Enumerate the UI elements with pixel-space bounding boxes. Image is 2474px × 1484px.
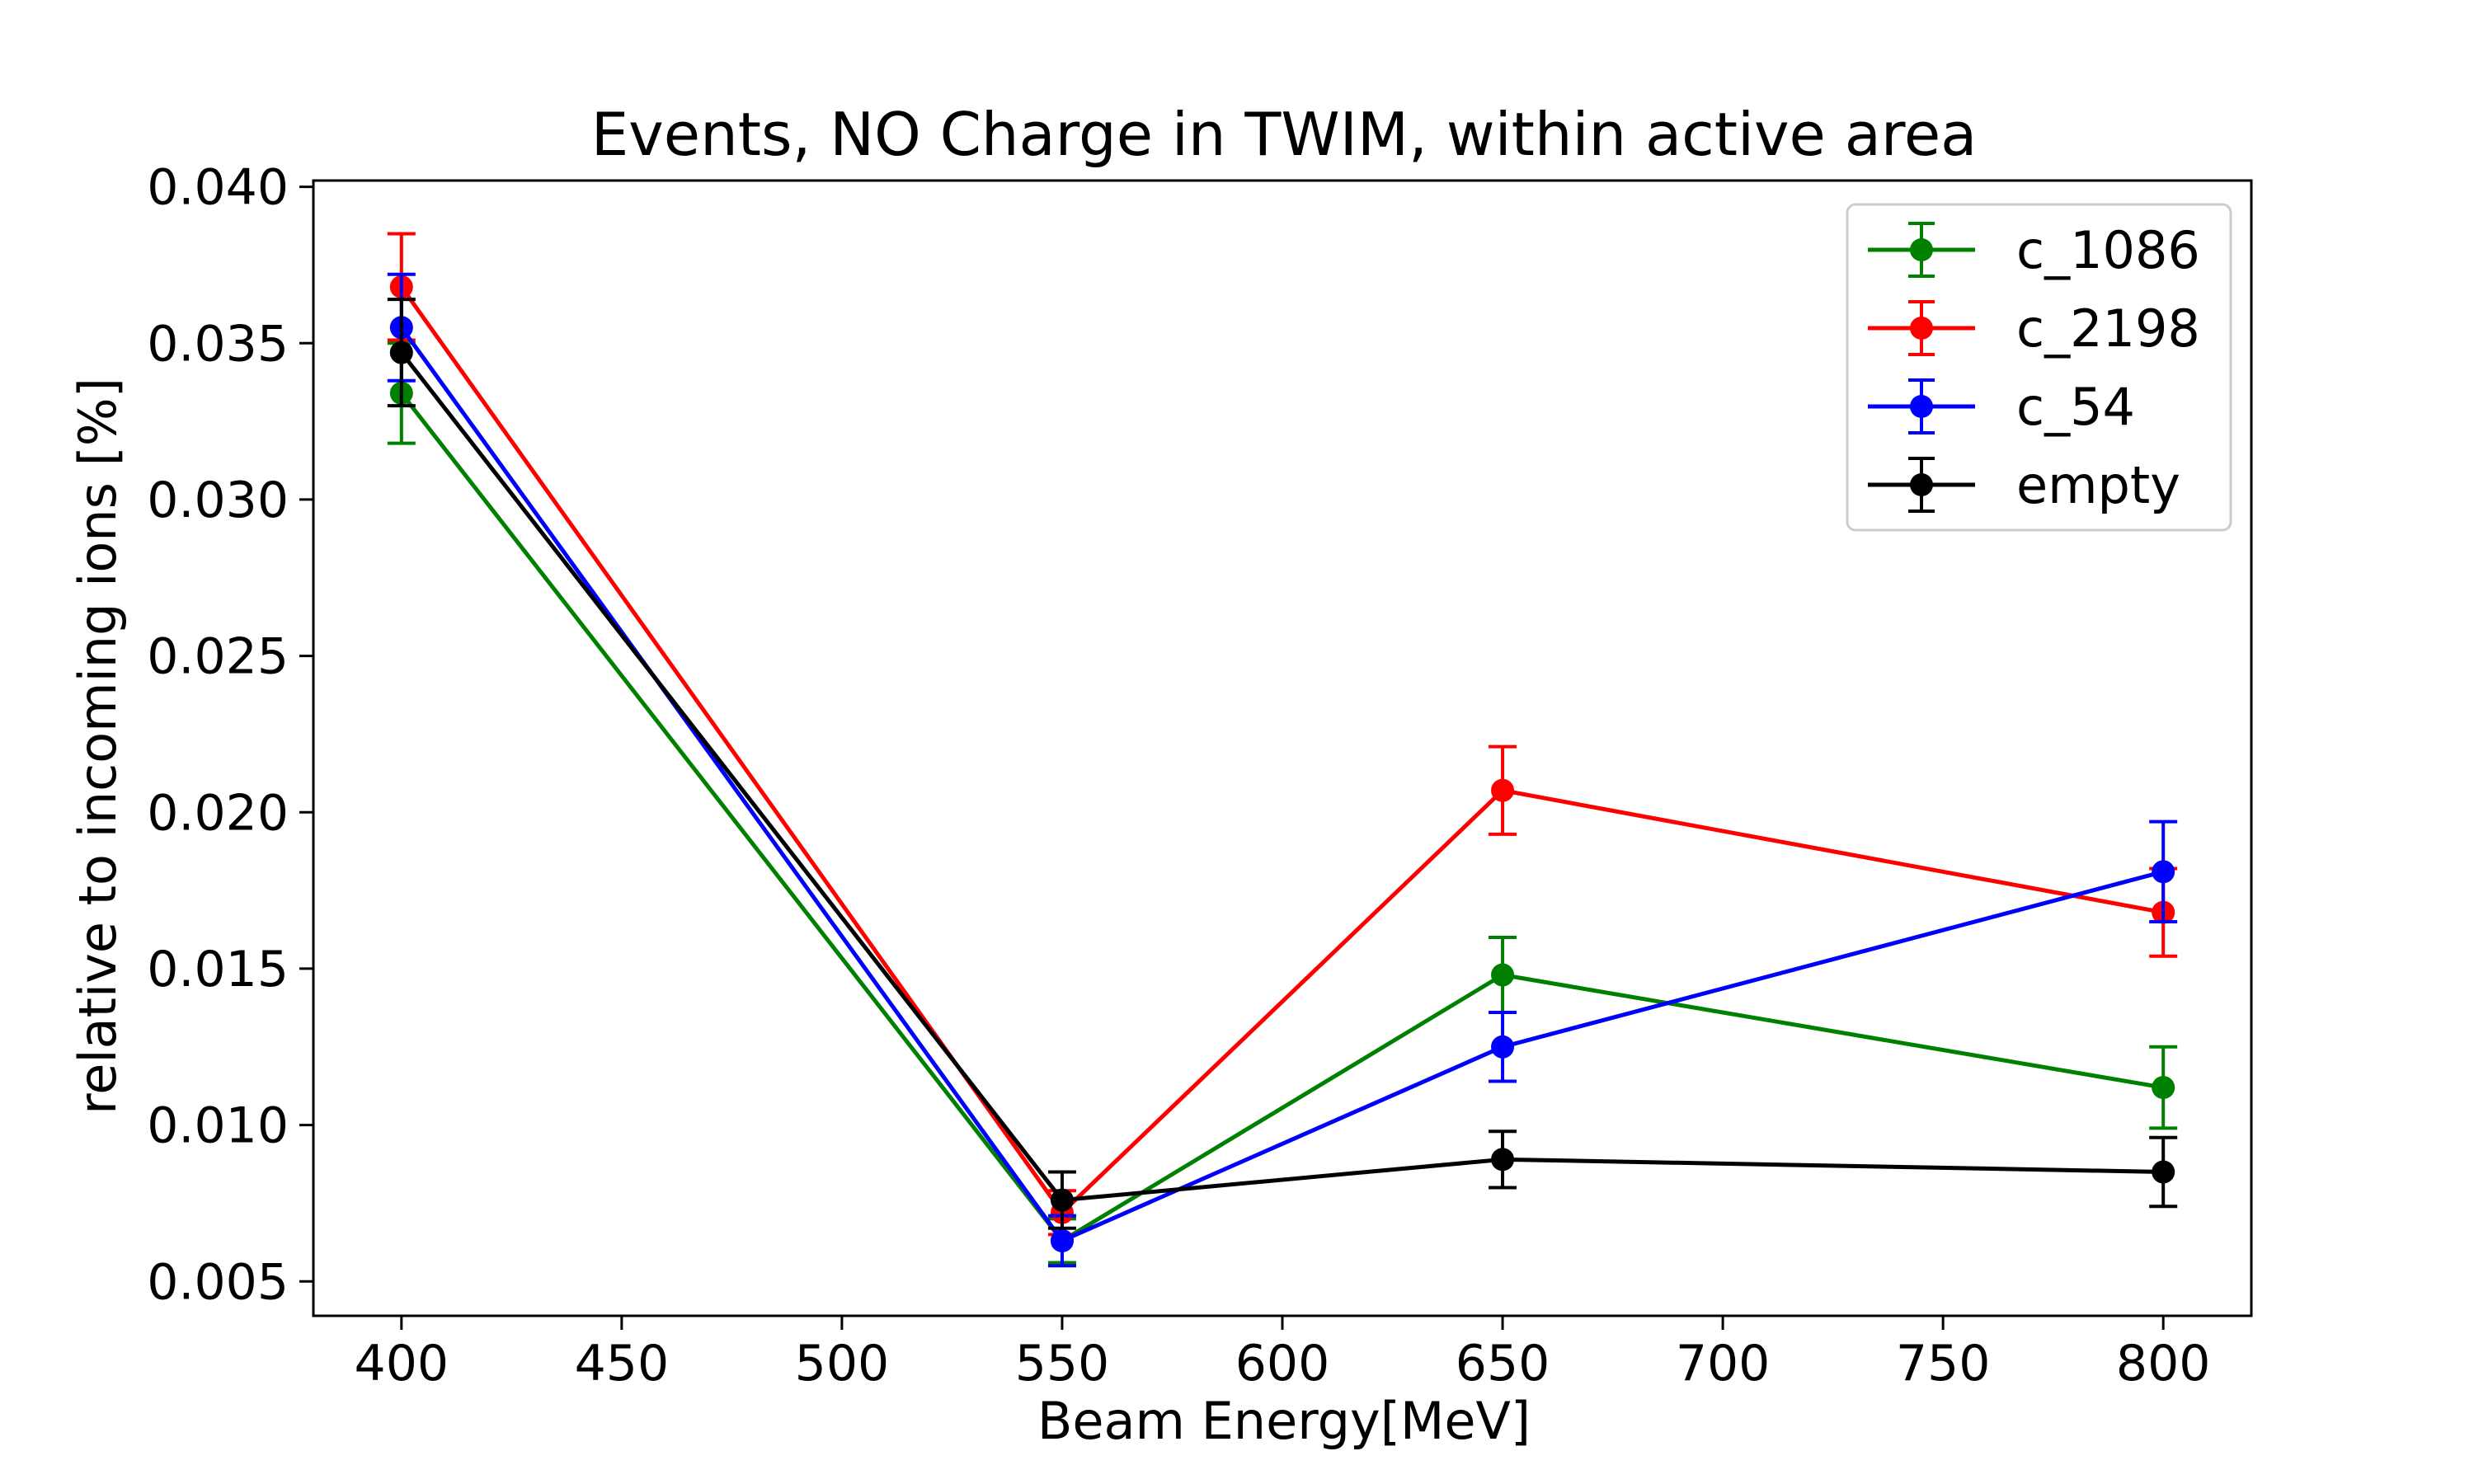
data-point (1491, 963, 1515, 987)
y-tick-label: 0.015 (147, 941, 289, 998)
x-tick-label: 450 (575, 1335, 670, 1392)
axes: 400 450 500 550 600 650 700 750 800 0.005 0.010 0.0… (147, 159, 2210, 1392)
legend-swatch-marker (1910, 238, 1933, 261)
y-tick-label: 0.025 (147, 628, 289, 686)
data-point (1491, 778, 1515, 802)
chart-title: Events, NO Charge in TWIM, within active… (591, 100, 1978, 169)
x-axis-label: Beam Energy[MeV] (1037, 1391, 1531, 1451)
y-tick-label: 0.020 (147, 784, 289, 842)
data-point (1050, 1188, 1074, 1212)
x-tick-label: 600 (1235, 1335, 1330, 1392)
legend-item: c_54 (1868, 377, 2135, 437)
legend-swatch-marker (1910, 395, 1933, 418)
x-tick-label: 500 (795, 1335, 890, 1392)
legend-item: empty (1868, 455, 2180, 515)
x-tick-label: 400 (355, 1335, 449, 1392)
data-point (1491, 1035, 1515, 1059)
data-point (2152, 1076, 2175, 1100)
data-point (1491, 1148, 1515, 1172)
data-point (2152, 1160, 2175, 1184)
series-line (399, 351, 2164, 1203)
legend-label: c_1086 (2016, 220, 2200, 280)
legend-swatch-marker (1910, 317, 1933, 340)
x-tick-label: 650 (1456, 1335, 1550, 1392)
legend-label: c_54 (2016, 377, 2135, 437)
legend-label: c_2198 (2016, 298, 2200, 359)
y-tick-label: 0.040 (147, 159, 289, 217)
plot-frame (312, 179, 2253, 1317)
series-line (399, 326, 2164, 1243)
series-empty (387, 298, 2178, 1230)
y-tick-label: 0.010 (147, 1097, 289, 1155)
data-point (389, 340, 413, 364)
legend-swatch-marker (1910, 473, 1933, 496)
x-tick-label: 700 (1676, 1335, 1771, 1392)
y-tick-label: 0.030 (147, 472, 289, 529)
series-line (399, 392, 2164, 1243)
legend-frame (1846, 203, 2232, 532)
legend-item: c_1086 (1868, 220, 2200, 280)
series-line (399, 285, 2164, 1215)
y-tick-label: 0.035 (147, 315, 289, 373)
x-tick-label: 800 (2116, 1335, 2211, 1392)
data-point (1050, 1228, 1074, 1252)
x-tick-label: 550 (1015, 1335, 1110, 1392)
plot-area: 400 450 500 550 600 650 700 750 800 0.005 0.010 0.0… (147, 159, 2210, 1392)
y-tick-label: 0.005 (147, 1253, 289, 1311)
y-axis-label: relative to incoming ions [%] (68, 378, 128, 1115)
legend-label: empty (2016, 455, 2180, 515)
x-tick-label: 750 (1896, 1335, 1991, 1392)
data-point (2152, 860, 2175, 884)
legend-item: c_2198 (1868, 298, 2200, 359)
